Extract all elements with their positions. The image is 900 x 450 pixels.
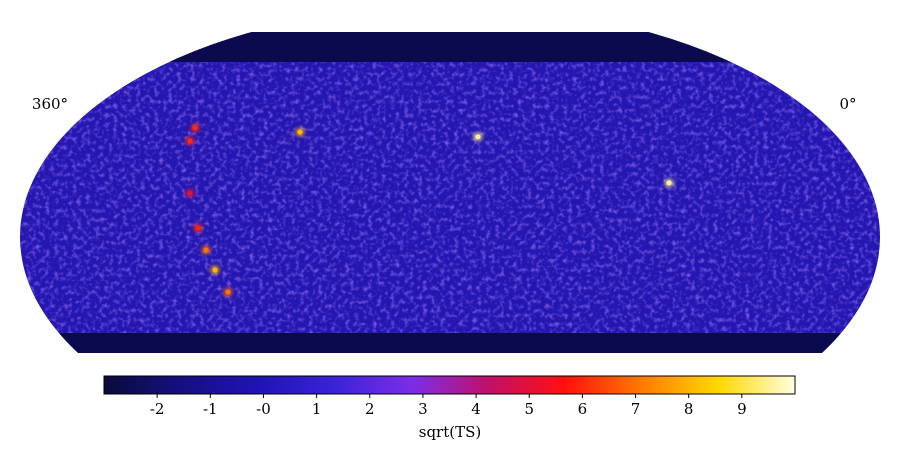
source xyxy=(666,180,672,186)
masked-region xyxy=(20,333,880,353)
colorbar-tick-label: 8 xyxy=(684,400,694,418)
source xyxy=(225,289,231,295)
colorbar-label: sqrt(TS) xyxy=(419,423,481,441)
colorbar-tick-label: 9 xyxy=(737,400,747,418)
source xyxy=(192,125,198,131)
colorbar-tick-label: -1 xyxy=(203,400,218,418)
source xyxy=(212,267,218,273)
colorbar-tick-label: 5 xyxy=(524,400,534,418)
colorbar-tick-label: 3 xyxy=(418,400,428,418)
colorbar-tick-label: 6 xyxy=(578,400,588,418)
source xyxy=(475,134,481,140)
colorbar xyxy=(103,375,796,395)
colorbar-tick-label: 2 xyxy=(365,400,375,418)
source xyxy=(195,225,201,231)
colorbar-tick-label: 1 xyxy=(312,400,322,418)
source xyxy=(187,190,193,196)
longitude-label: 0° xyxy=(839,95,856,113)
masked-region xyxy=(20,32,880,62)
colorbar-tick-label: -0 xyxy=(256,400,271,418)
colorbar-tick-label: 4 xyxy=(471,400,481,418)
source xyxy=(297,129,303,135)
colorbar-tick-label: -2 xyxy=(150,400,165,418)
longitude-label: 360° xyxy=(32,95,68,113)
source xyxy=(203,247,209,253)
source xyxy=(187,138,193,144)
colorbar-tick-label: 7 xyxy=(631,400,641,418)
